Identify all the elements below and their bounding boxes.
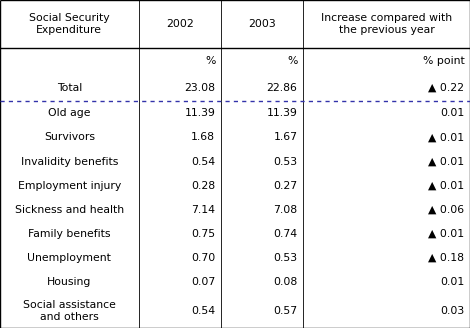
Text: Sickness and health: Sickness and health	[15, 205, 124, 215]
Text: 0.54: 0.54	[191, 156, 215, 167]
Text: Total: Total	[57, 83, 82, 93]
Text: 11.39: 11.39	[184, 108, 215, 118]
Text: Social Security
Expenditure: Social Security Expenditure	[29, 13, 110, 35]
Text: Family benefits: Family benefits	[28, 229, 110, 239]
Text: %: %	[205, 56, 215, 66]
Text: %: %	[287, 56, 298, 66]
Text: 0.53: 0.53	[274, 156, 298, 167]
Text: 7.08: 7.08	[274, 205, 298, 215]
Text: 0.08: 0.08	[273, 277, 298, 287]
Text: ▲ 0.01: ▲ 0.01	[428, 181, 464, 191]
Text: 2003: 2003	[248, 19, 276, 29]
Text: % point: % point	[423, 56, 464, 66]
Text: 0.27: 0.27	[274, 181, 298, 191]
Text: Unemployment: Unemployment	[27, 253, 111, 263]
Text: 0.01: 0.01	[440, 277, 464, 287]
Text: 0.70: 0.70	[191, 253, 215, 263]
Text: 0.74: 0.74	[274, 229, 298, 239]
Text: Employment injury: Employment injury	[18, 181, 121, 191]
Text: ▲ 0.18: ▲ 0.18	[428, 253, 464, 263]
Text: 1.68: 1.68	[191, 133, 215, 142]
Text: Social assistance
and others: Social assistance and others	[23, 300, 116, 322]
Text: ▲ 0.01: ▲ 0.01	[428, 229, 464, 239]
Text: 0.57: 0.57	[274, 306, 298, 316]
Text: 0.01: 0.01	[440, 108, 464, 118]
Text: Old age: Old age	[48, 108, 91, 118]
Text: 11.39: 11.39	[266, 108, 298, 118]
Text: 23.08: 23.08	[184, 83, 215, 93]
Text: 2002: 2002	[166, 19, 194, 29]
Text: 0.28: 0.28	[191, 181, 215, 191]
Text: Invalidity benefits: Invalidity benefits	[21, 156, 118, 167]
Text: Survivors: Survivors	[44, 133, 95, 142]
Text: ▲ 0.01: ▲ 0.01	[428, 156, 464, 167]
Text: ▲ 0.06: ▲ 0.06	[428, 205, 464, 215]
Text: 0.07: 0.07	[191, 277, 215, 287]
Text: 7.14: 7.14	[191, 205, 215, 215]
Text: 22.86: 22.86	[266, 83, 298, 93]
Text: ▲ 0.22: ▲ 0.22	[428, 83, 464, 93]
Text: 0.03: 0.03	[440, 306, 464, 316]
Text: Increase compared with
the previous year: Increase compared with the previous year	[321, 13, 452, 35]
Text: 0.53: 0.53	[274, 253, 298, 263]
Text: 1.67: 1.67	[274, 133, 298, 142]
Text: 0.54: 0.54	[191, 306, 215, 316]
Text: Housing: Housing	[47, 277, 92, 287]
Text: ▲ 0.01: ▲ 0.01	[428, 133, 464, 142]
Text: 0.75: 0.75	[191, 229, 215, 239]
